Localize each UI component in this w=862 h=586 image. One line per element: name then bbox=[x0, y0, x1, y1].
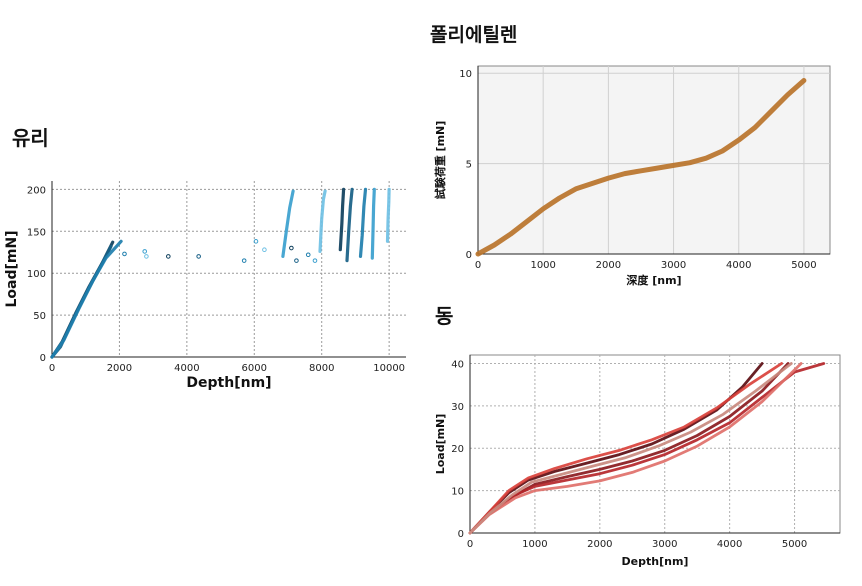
scatter-point bbox=[305, 252, 311, 258]
x-tick-label: 5000 bbox=[791, 260, 816, 271]
series-line bbox=[468, 362, 793, 535]
series-line bbox=[370, 187, 376, 260]
scatter-point bbox=[122, 251, 127, 257]
x-tick-label: 6000 bbox=[242, 363, 267, 374]
x-tick-label: 2000 bbox=[107, 363, 132, 374]
x-tick-label: 0 bbox=[49, 363, 55, 374]
x-axis-title: Depth[nm] bbox=[186, 375, 271, 391]
x-axis-title: 深度 [nm] bbox=[626, 273, 681, 287]
glass-panel-title: 유리 bbox=[12, 126, 49, 150]
scatter-point bbox=[294, 258, 299, 263]
x-tick-label: 10000 bbox=[373, 363, 405, 374]
scatter-point bbox=[289, 245, 294, 251]
copper-panel-title: 동 bbox=[435, 304, 454, 328]
plot-area bbox=[52, 181, 406, 357]
y-tick-label: 50 bbox=[33, 311, 46, 322]
series-line bbox=[385, 187, 391, 243]
y-tick-label: 20 bbox=[451, 444, 464, 455]
polyethylene-panel-title: 폴리에틸렌 bbox=[430, 24, 518, 46]
y-tick-label: 10 bbox=[451, 487, 464, 498]
x-tick-label: 4000 bbox=[726, 260, 751, 271]
x-axis-title: Depth[nm] bbox=[622, 555, 689, 568]
series-line bbox=[50, 239, 123, 359]
scatter-point bbox=[142, 249, 148, 254]
series-line bbox=[318, 189, 327, 253]
series-line bbox=[338, 187, 346, 252]
y-tick-label: 0 bbox=[40, 353, 46, 364]
x-tick-label: 3000 bbox=[652, 539, 677, 550]
x-tick-label: 8000 bbox=[309, 363, 334, 374]
polyethylene-load-depth-chart: 0 1000 2000 3000 4000 5000 0 5 10 深度 [nm] 試験荷重 [mN… bbox=[433, 65, 831, 287]
y-tick-label: 10 bbox=[459, 69, 472, 80]
y-tick-label: 150 bbox=[27, 227, 46, 238]
scatter-point bbox=[196, 254, 201, 259]
y-tick-label: 200 bbox=[27, 185, 46, 196]
x-tick-label: 1000 bbox=[530, 260, 555, 271]
x-tick-label: 2000 bbox=[596, 260, 621, 271]
glass-load-depth-chart: 0 2000 4000 6000 8000 10000 0 50 100 150 200 Depth[… bbox=[4, 181, 406, 391]
y-axis-title: Load[mN] bbox=[434, 414, 447, 475]
scatter-point bbox=[312, 258, 318, 263]
series-line bbox=[475, 78, 807, 257]
y-axis-title: 試験荷重 [mN] bbox=[433, 121, 447, 200]
plot-area bbox=[477, 65, 831, 255]
x-tick-label: 5000 bbox=[782, 539, 807, 550]
x-tick-label: 2000 bbox=[587, 539, 612, 550]
series-line bbox=[468, 362, 826, 535]
x-tick-label: 0 bbox=[467, 539, 473, 550]
series-line bbox=[468, 362, 783, 535]
x-tick-label: 0 bbox=[475, 260, 481, 271]
scatter-point bbox=[253, 239, 259, 244]
x-tick-label: 4000 bbox=[174, 363, 199, 374]
series-line bbox=[345, 187, 354, 263]
y-axis-title: Load[mN] bbox=[4, 230, 20, 307]
series-line bbox=[281, 189, 295, 258]
y-tick-label: 30 bbox=[451, 402, 464, 413]
scatter-point bbox=[262, 247, 267, 253]
series-line bbox=[468, 362, 803, 535]
x-tick-label: 4000 bbox=[717, 539, 742, 550]
series-line bbox=[358, 187, 368, 258]
x-tick-label: 3000 bbox=[661, 260, 686, 271]
scatter-point bbox=[241, 258, 247, 263]
y-tick-label: 40 bbox=[451, 359, 464, 370]
copper-load-depth-chart: 0 1000 2000 3000 4000 5000 0 10 20 30 40 Depth[nm] L… bbox=[434, 354, 841, 568]
scatter-point bbox=[166, 254, 171, 259]
y-tick-label: 100 bbox=[27, 269, 46, 280]
x-tick-label: 1000 bbox=[522, 539, 547, 550]
scatter-point bbox=[144, 254, 149, 259]
y-tick-label: 0 bbox=[458, 529, 464, 540]
y-tick-label: 0 bbox=[466, 250, 472, 261]
y-tick-label: 5 bbox=[466, 160, 472, 171]
